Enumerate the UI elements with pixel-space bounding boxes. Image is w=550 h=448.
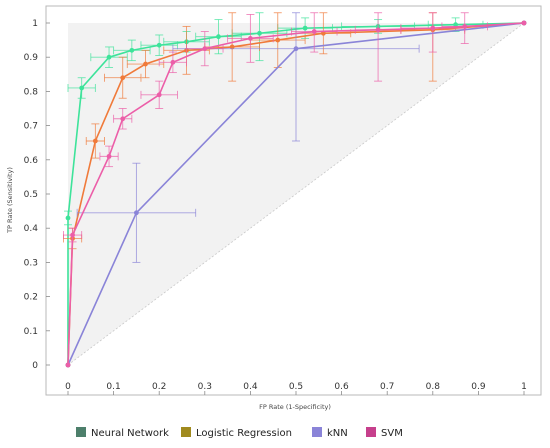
data-point <box>453 22 458 28</box>
y-tick-label: 1 <box>32 19 38 29</box>
series-line <box>67 22 525 366</box>
data-point <box>65 362 71 368</box>
series-layer <box>62 12 527 368</box>
y-tick-label: 0 <box>32 361 38 371</box>
legend-label: kNN <box>327 428 348 439</box>
data-point <box>70 232 75 238</box>
x-tick-label: 0.6 <box>334 382 349 392</box>
series-svm <box>62 12 527 368</box>
y-tick-label: 0.4 <box>24 224 39 234</box>
y-tick-label: 0.2 <box>24 293 38 303</box>
data-point <box>129 47 135 53</box>
legend-swatch <box>76 427 86 437</box>
y-axis-label: TP Rate (Sensitivity) <box>6 167 14 234</box>
y-axis-ticks: 0 0.1 0.2 0.3 0.4 0.5 0.6 0.7 0.8 0.9 1 <box>24 19 50 371</box>
data-point <box>375 27 381 33</box>
x-tick-label: 0.1 <box>106 382 120 392</box>
y-tick-label: 0.7 <box>24 122 38 132</box>
data-point <box>79 85 85 91</box>
y-tick-label: 0.9 <box>24 53 39 63</box>
data-point <box>65 215 71 221</box>
data-point <box>134 210 139 216</box>
data-point <box>311 29 317 34</box>
legend-label: Logistic Regression <box>196 428 292 439</box>
y-tick-label: 0.3 <box>24 258 38 268</box>
data-point <box>92 138 98 144</box>
data-point <box>248 35 253 41</box>
data-point <box>143 61 148 67</box>
legend-label: Neural Network <box>91 428 169 439</box>
x-tick-label: 1 <box>521 382 527 392</box>
data-point <box>106 54 112 60</box>
x-axis-label: FP Rate (1-Specificity) <box>259 403 331 411</box>
data-point <box>430 25 436 31</box>
data-point <box>120 75 126 81</box>
x-tick-label: 0.9 <box>471 382 486 392</box>
y-tick-label: 0.6 <box>24 156 39 166</box>
x-tick-label: 0.4 <box>243 382 258 392</box>
data-point <box>462 24 468 29</box>
data-point <box>257 30 262 36</box>
data-point <box>302 25 308 31</box>
data-point <box>229 44 235 50</box>
x-tick-label: 0 <box>65 382 71 392</box>
y-tick-label: 0.5 <box>24 190 38 200</box>
legend-swatch <box>366 427 376 437</box>
y-tick-label: 0.1 <box>24 327 38 337</box>
x-tick-label: 0.2 <box>152 382 166 392</box>
data-point <box>521 20 527 26</box>
x-axis-ticks: 0 0.1 0.2 0.3 0.4 0.5 0.6 0.7 0.8 0.9 1 <box>65 382 527 395</box>
data-point <box>293 46 299 52</box>
x-tick-label: 0.3 <box>198 382 212 392</box>
diagonal-reference-line <box>67 22 525 366</box>
data-point <box>106 153 112 159</box>
data-point <box>275 37 281 43</box>
legend-label: SVM <box>381 428 403 439</box>
data-point <box>120 116 126 122</box>
y-tick-label: 0.8 <box>24 87 39 97</box>
x-tick-label: 0.7 <box>380 382 394 392</box>
legend-swatch <box>181 427 191 437</box>
x-tick-label: 0.8 <box>426 382 441 392</box>
legend: Neural Network Logistic Regression kNN SVM <box>76 427 403 439</box>
data-point <box>170 59 176 65</box>
x-tick-label: 0.5 <box>289 382 303 392</box>
data-point <box>216 34 221 40</box>
data-point <box>202 46 208 52</box>
data-point <box>156 92 162 98</box>
legend-swatch <box>312 427 322 437</box>
data-point <box>156 42 162 48</box>
